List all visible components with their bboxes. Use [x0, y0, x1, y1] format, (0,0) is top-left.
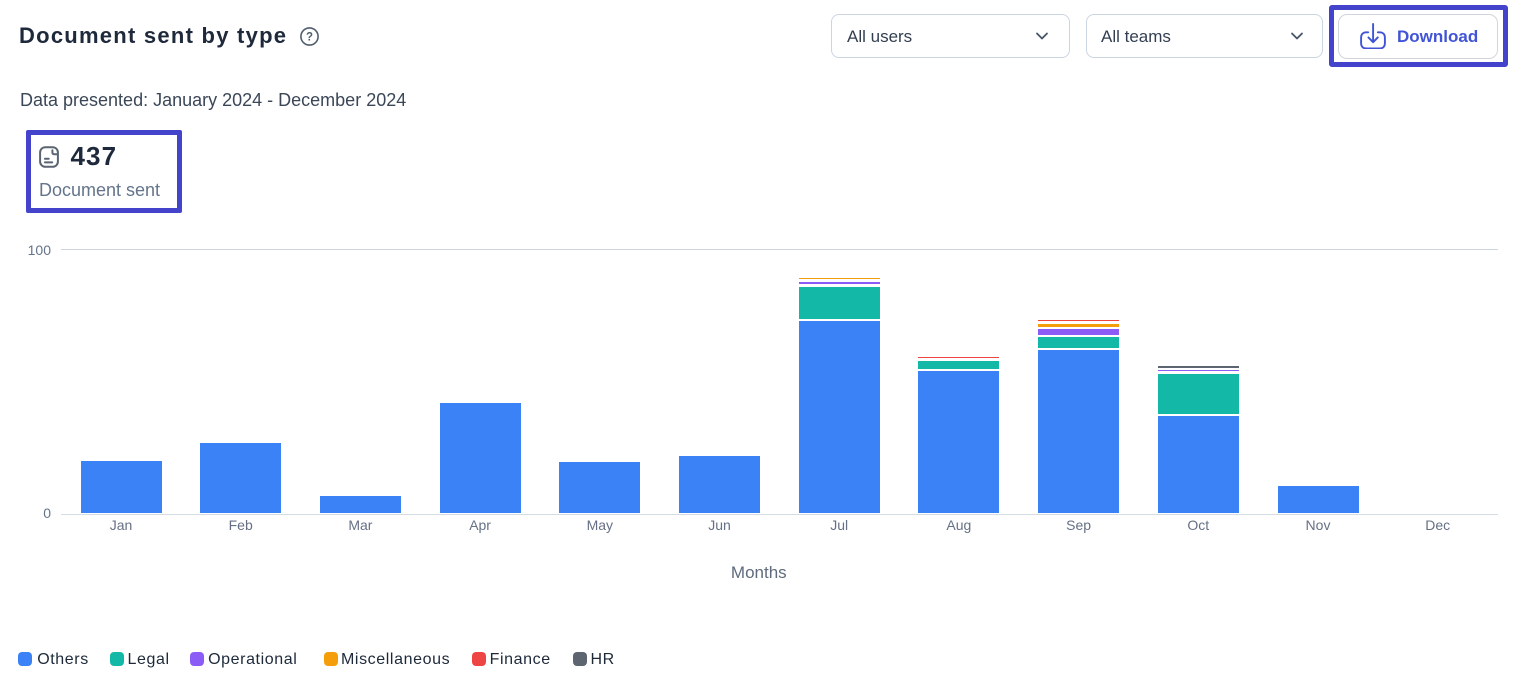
svg-text:?: ?: [306, 31, 313, 43]
